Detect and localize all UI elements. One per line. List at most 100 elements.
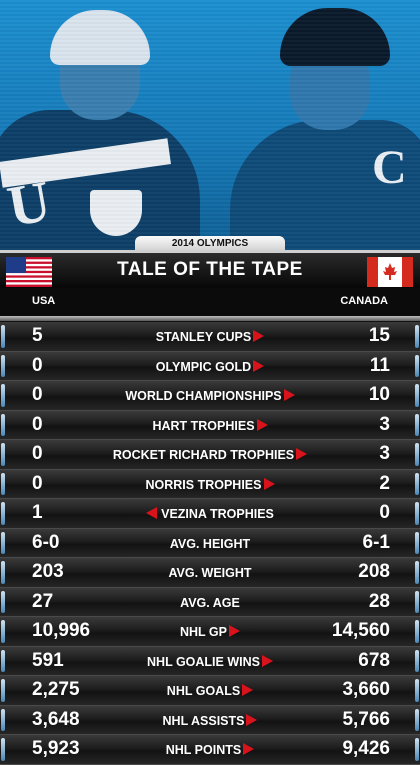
usa-value: 203 bbox=[32, 561, 64, 582]
category-text: NHL POINTS bbox=[165, 743, 242, 757]
canada-player-helmet bbox=[280, 8, 390, 66]
table-row: 203 AVG. WEIGHT 208 bbox=[0, 558, 420, 588]
table-row: 27 AVG. AGE 28 bbox=[0, 587, 420, 617]
category-label: NHL GP bbox=[0, 625, 420, 639]
canada-value: 3,660 bbox=[342, 679, 390, 700]
canada-player-body bbox=[230, 120, 420, 250]
table-row: 6-0 AVG. HEIGHT 6-1 bbox=[0, 528, 420, 558]
canada-value: 9,426 bbox=[342, 738, 390, 759]
left-team-label: USA bbox=[32, 295, 56, 307]
canada-value: 6-1 bbox=[362, 531, 390, 553]
category-text: STANLEY CUPS bbox=[155, 330, 252, 344]
table-row: 5,923 NHL POINTS 9,426 bbox=[0, 735, 420, 765]
canada-flag-icon bbox=[367, 257, 413, 287]
category-text: ROCKET RICHARD TROPHIES bbox=[112, 448, 295, 462]
usa-jersey-letter: U bbox=[2, 167, 56, 240]
arrow-right-icon bbox=[246, 713, 258, 726]
arrow-right-icon bbox=[263, 477, 275, 490]
table-row: 3,648 NHL ASSISTS 5,766 bbox=[0, 705, 420, 735]
canada-value: 678 bbox=[358, 649, 390, 671]
arrow-right-icon bbox=[283, 389, 295, 401]
canada-value: 14,560 bbox=[331, 620, 390, 641]
category-text: NHL GP bbox=[180, 625, 227, 639]
right-team-label: CANADA bbox=[340, 295, 388, 307]
table-row: 0 ROCKET RICHARD TROPHIES 3 bbox=[0, 440, 420, 470]
arrow-right-icon bbox=[296, 448, 308, 460]
arrow-left-icon bbox=[146, 507, 158, 519]
category-text: AVG. HEIGHT bbox=[169, 536, 251, 551]
usa-value: 10,996 bbox=[32, 620, 91, 641]
title-bar: TALE OF THE TAPE bbox=[0, 250, 420, 288]
usa-value: 0 bbox=[32, 472, 43, 494]
event-label: 2014 OLYMPICS bbox=[135, 236, 285, 252]
usa-value: 0 bbox=[32, 443, 43, 464]
canada-value: 28 bbox=[368, 590, 390, 612]
category-text: AVG. AGE bbox=[180, 595, 240, 610]
team-header-row: USA CANADA bbox=[0, 288, 420, 316]
usa-player-helmet bbox=[50, 10, 150, 65]
category-label: NHL GOALIE WINS bbox=[0, 654, 420, 669]
arrow-right-icon bbox=[243, 743, 255, 755]
divider bbox=[0, 316, 420, 321]
category-text: OLYMPIC GOLD bbox=[155, 359, 252, 374]
arrow-right-icon bbox=[253, 330, 265, 342]
category-label: STANLEY CUPS bbox=[0, 330, 420, 344]
usa-value: 1 bbox=[32, 502, 43, 523]
usa-flag-icon bbox=[6, 257, 52, 287]
usa-player-body bbox=[0, 110, 200, 250]
canada-value: 11 bbox=[369, 354, 390, 376]
category-label: NHL POINTS bbox=[0, 743, 420, 757]
category-label: VEZINA TROPHIES bbox=[0, 507, 420, 521]
arrow-right-icon bbox=[253, 359, 265, 372]
category-text: NHL GOALS bbox=[166, 684, 241, 698]
usa-value: 27 bbox=[32, 590, 54, 612]
category-text: NORRIS TROPHIES bbox=[145, 477, 262, 492]
category-text: NHL ASSISTS bbox=[162, 713, 245, 728]
category-label: ROCKET RICHARD TROPHIES bbox=[0, 448, 420, 462]
arrow-right-icon bbox=[256, 418, 268, 431]
canada-value: 208 bbox=[358, 561, 390, 582]
category-label: OLYMPIC GOLD bbox=[0, 359, 420, 374]
table-row: 0 NORRIS TROPHIES 2 bbox=[0, 469, 420, 499]
category-label: NHL ASSISTS bbox=[0, 713, 420, 728]
arrow-right-icon bbox=[229, 625, 240, 637]
category-label: AVG. WEIGHT bbox=[0, 566, 420, 580]
usa-value: 0 bbox=[32, 384, 43, 405]
canada-value: 3 bbox=[379, 413, 390, 435]
usa-player-head bbox=[60, 30, 140, 120]
category-label: AVG. AGE bbox=[0, 596, 420, 610]
table-row: 10,996 NHL GP 14,560 bbox=[0, 617, 420, 647]
canada-value: 15 bbox=[368, 325, 390, 346]
usa-value: 2,275 bbox=[32, 679, 80, 700]
page-title: TALE OF THE TAPE bbox=[117, 259, 303, 280]
usa-crest-icon bbox=[90, 190, 142, 236]
canada-value: 3 bbox=[379, 443, 390, 464]
table-row: 2,275 NHL GOALS 3,660 bbox=[0, 676, 420, 706]
comparison-table: 5 STANLEY CUPS 15 0 OLYMPIC GOLD 11 0 WORLD CHA… bbox=[0, 322, 420, 765]
usa-value: 0 bbox=[32, 413, 43, 435]
usa-value: 5 bbox=[32, 325, 43, 346]
canada-player-head bbox=[290, 40, 370, 130]
table-row: 5 STANLEY CUPS 15 bbox=[0, 322, 420, 352]
usa-value: 0 bbox=[32, 354, 43, 376]
category-label: NORRIS TROPHIES bbox=[0, 477, 420, 492]
canada-value: 0 bbox=[379, 502, 390, 523]
table-row: 0 WORLD CHAMPIONSHIPS 10 bbox=[0, 381, 420, 411]
category-text: HART TROPHIES bbox=[152, 418, 255, 433]
arrow-right-icon bbox=[242, 684, 254, 696]
canada-value: 10 bbox=[368, 384, 390, 405]
canada-captain-letter: C bbox=[372, 141, 407, 194]
table-row: 0 OLYMPIC GOLD 11 bbox=[0, 351, 420, 381]
usa-value: 5,923 bbox=[32, 738, 80, 759]
category-text: WORLD CHAMPIONSHIPS bbox=[125, 389, 282, 403]
hero-photo: U C bbox=[0, 0, 420, 250]
usa-jersey-stripe bbox=[0, 138, 171, 188]
category-text: AVG. WEIGHT bbox=[168, 566, 252, 580]
category-label: NHL GOALS bbox=[0, 684, 420, 698]
arrow-right-icon bbox=[261, 654, 273, 667]
canada-value: 2 bbox=[379, 472, 390, 494]
usa-value: 6-0 bbox=[32, 531, 60, 553]
usa-value: 591 bbox=[32, 649, 64, 671]
category-label: AVG. HEIGHT bbox=[0, 537, 420, 551]
category-label: WORLD CHAMPIONSHIPS bbox=[0, 389, 420, 403]
